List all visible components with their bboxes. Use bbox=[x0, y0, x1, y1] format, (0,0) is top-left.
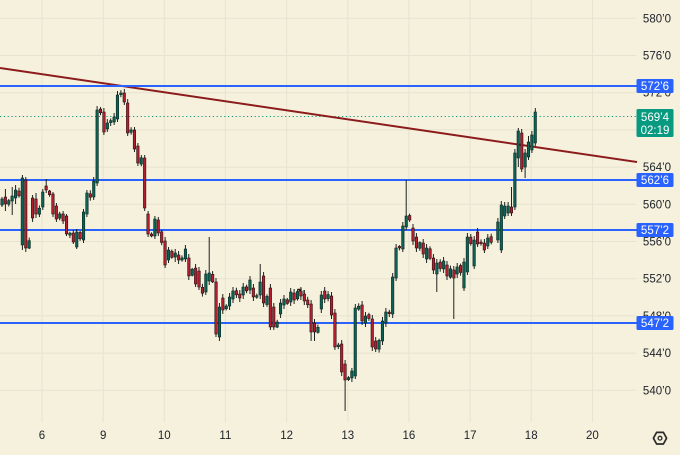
svg-text:16: 16 bbox=[403, 430, 416, 442]
svg-text:544’0: 544’0 bbox=[643, 348, 671, 360]
svg-text:12: 12 bbox=[280, 430, 293, 442]
svg-text:560’0: 560’0 bbox=[643, 199, 671, 211]
svg-text:11: 11 bbox=[219, 430, 231, 442]
svg-text:13: 13 bbox=[341, 430, 354, 442]
svg-text:9: 9 bbox=[100, 430, 106, 442]
svg-text:557’2: 557’2 bbox=[641, 225, 669, 237]
svg-text:556’0: 556’0 bbox=[643, 237, 671, 249]
svg-text:564’0: 564’0 bbox=[643, 162, 671, 174]
svg-text:547’2: 547’2 bbox=[641, 318, 669, 330]
svg-text:02:19: 02:19 bbox=[641, 125, 670, 137]
svg-text:17: 17 bbox=[464, 430, 477, 442]
svg-text:540’0: 540’0 bbox=[643, 385, 671, 397]
svg-text:10: 10 bbox=[158, 430, 171, 442]
svg-text:20: 20 bbox=[586, 430, 599, 442]
svg-text:552’0: 552’0 bbox=[643, 274, 671, 286]
svg-text:18: 18 bbox=[525, 430, 538, 442]
svg-text:569’4: 569’4 bbox=[641, 112, 670, 124]
svg-text:572’6: 572’6 bbox=[641, 81, 669, 93]
svg-text:562’6: 562’6 bbox=[641, 175, 669, 187]
svg-text:6: 6 bbox=[39, 430, 45, 442]
svg-text:580’0: 580’0 bbox=[643, 13, 671, 25]
svg-text:576’0: 576’0 bbox=[643, 51, 671, 63]
